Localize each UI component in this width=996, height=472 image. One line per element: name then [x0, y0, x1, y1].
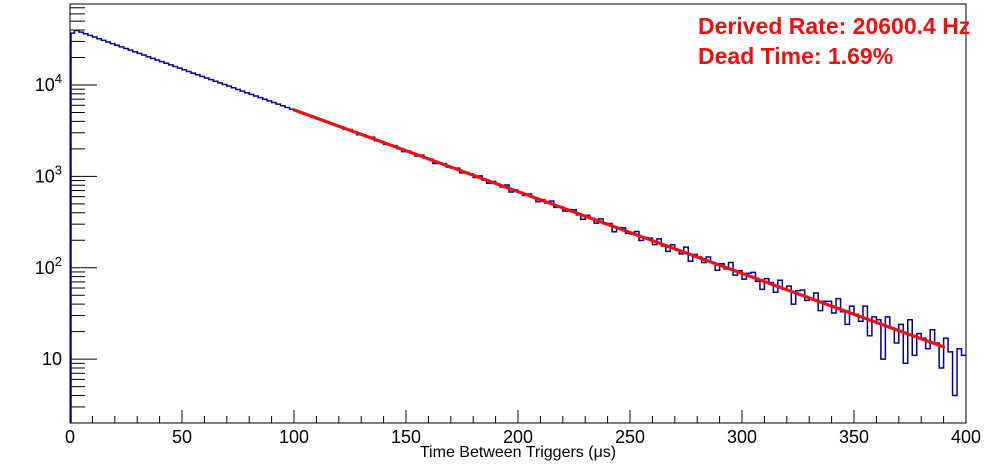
x-tick-label: 150: [391, 427, 421, 447]
y-tick-label: 10: [42, 349, 62, 369]
y-tick-label: 104: [35, 71, 62, 95]
x-tick-label: 350: [839, 427, 869, 447]
x-tick-label: 100: [279, 427, 309, 447]
x-tick-label: 400: [951, 427, 981, 447]
y-tick-label: 102: [35, 254, 62, 278]
x-axis-title: Time Between Triggers (μs): [419, 444, 617, 461]
x-tick-label: 0: [65, 427, 75, 447]
fit-line: [292, 108, 946, 349]
stats-annotation: Derived Rate: 20600.4 Hz Dead Time: 1.69…: [698, 11, 970, 71]
y-tick-label: 103: [35, 162, 62, 186]
x-tick-label: 200: [503, 427, 533, 447]
dead-time-text: Dead Time: 1.69%: [698, 43, 894, 69]
histogram-line: [70, 29, 966, 423]
x-tick-label: 300: [727, 427, 757, 447]
x-tick-label: 250: [615, 427, 645, 447]
x-tick-label: 50: [172, 427, 192, 447]
derived-rate-text: Derived Rate: 20600.4 Hz: [698, 13, 971, 39]
